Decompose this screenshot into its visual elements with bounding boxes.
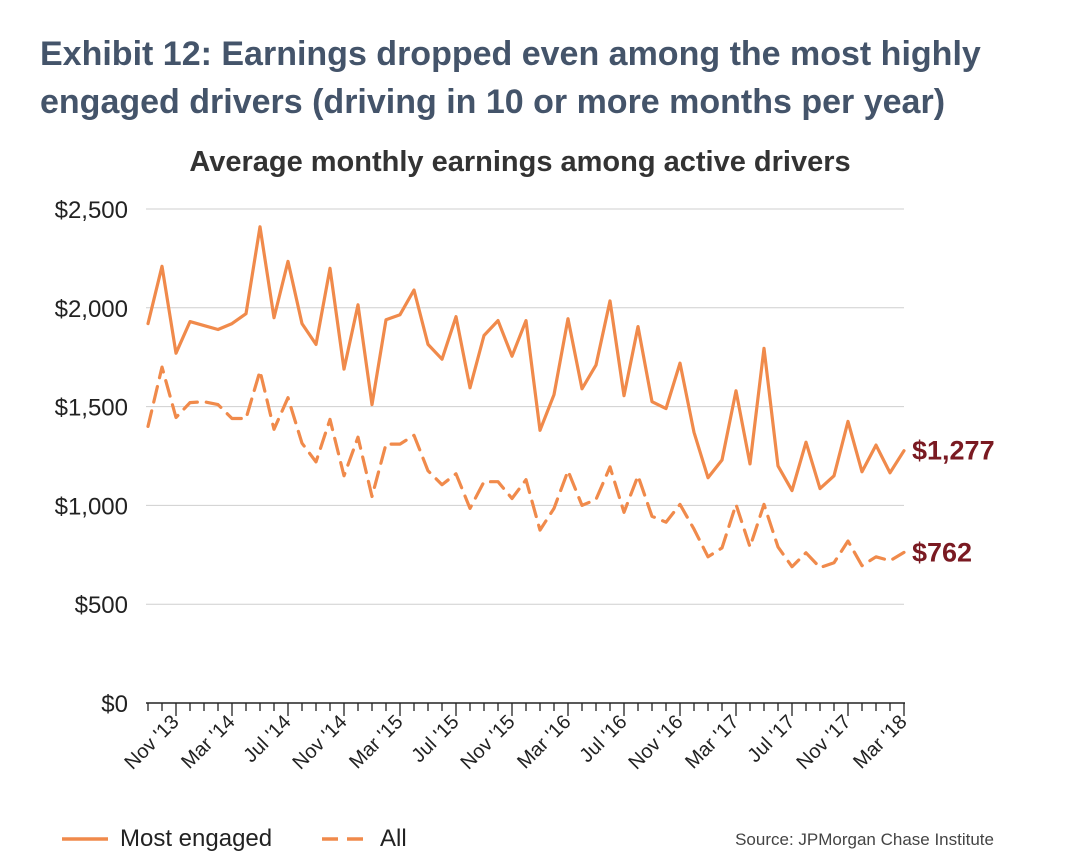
x-tick-label: Nov '14: [288, 711, 351, 774]
exhibit-title: Exhibit 12: Earnings dropped even among …: [40, 35, 981, 121]
y-tick-label: $0: [101, 691, 128, 718]
legend-item-most-engaged: Most engaged: [62, 822, 272, 856]
x-tick-label: Jul '16: [576, 711, 632, 767]
end-label-most-engaged: $1,277: [912, 436, 995, 466]
y-tick-label: $2,000: [55, 296, 128, 323]
series-line-most-engaged: [146, 225, 906, 493]
x-tick-label: Mar '17: [681, 711, 743, 773]
x-tick-label: Jul '17: [744, 711, 800, 767]
y-tick-label: $1,500: [55, 395, 128, 422]
legend-label-most-engaged: Most engaged: [120, 825, 273, 852]
x-tick-label: Nov '13: [120, 711, 183, 774]
chart-title: Average monthly earnings among active dr…: [189, 146, 851, 178]
x-tick-label: Mar '18: [849, 711, 911, 773]
legend-label-all: All: [380, 825, 407, 852]
series-line-all: [146, 365, 906, 570]
end-label-all: $762: [912, 537, 972, 567]
x-tick-label: Jul '14: [240, 711, 296, 767]
x-tick-label: Jul '15: [408, 711, 464, 767]
x-tick-label: Nov '17: [792, 711, 855, 774]
legend-item-all: All: [322, 822, 407, 856]
x-tick-label: Nov '16: [624, 711, 687, 774]
source-note: Source: JPMorgan Chase Institute: [735, 830, 994, 849]
y-tick-label: $500: [75, 592, 128, 619]
x-tick-label: Mar '14: [177, 711, 239, 773]
x-tick-label: Mar '15: [345, 711, 407, 773]
legend-dashed-line-swatch: [322, 837, 368, 841]
y-tick-label: $2,500: [55, 197, 128, 224]
x-tick-label: Mar '16: [513, 711, 575, 773]
legend-solid-line-swatch: [62, 837, 108, 841]
y-tick-label: $1,000: [55, 493, 128, 520]
x-tick-label: Nov '15: [456, 711, 519, 774]
